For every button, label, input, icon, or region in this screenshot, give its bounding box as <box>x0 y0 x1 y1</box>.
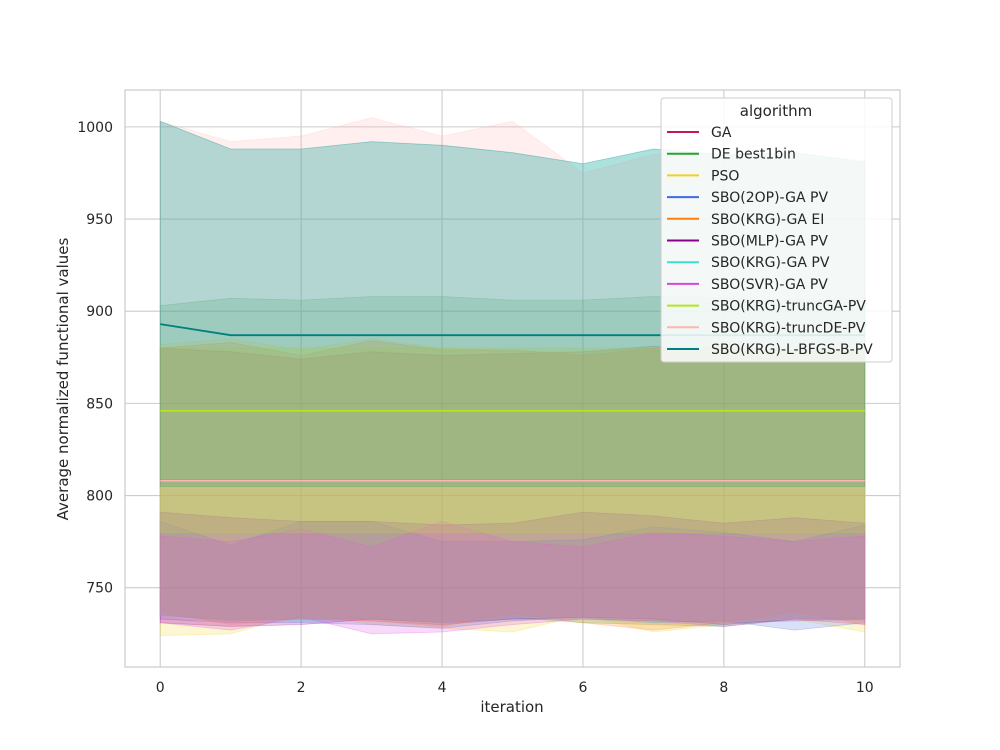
x-tick-label: 8 <box>719 680 728 696</box>
y-tick-label: 1000 <box>77 120 113 136</box>
legend-label: SBO(KRG)-GA EI <box>711 212 824 228</box>
series-lines <box>160 323 865 482</box>
confidence-band <box>159 347 866 533</box>
confidence-band <box>159 520 866 635</box>
legend-label: SBO(KRG)-L-BFGS-B-PV <box>711 342 873 358</box>
confidence-band <box>159 520 866 631</box>
confidence-band <box>159 338 866 637</box>
legend-label: SBO(KRG)-truncDE-PV <box>711 320 866 336</box>
x-tick-label: 2 <box>297 680 306 696</box>
legend-label: SBO(KRG)-truncGA-PV <box>711 299 866 315</box>
x-tick-label: 10 <box>856 680 874 696</box>
legend-label: SBO(2OP)-GA PV <box>711 190 828 206</box>
y-axis-label: Average normalized functional values <box>54 237 72 520</box>
confidence-bands <box>159 117 866 637</box>
x-tick-label: 4 <box>438 680 447 696</box>
legend-label: DE best1bin <box>711 147 796 163</box>
plot-frame <box>124 89 901 668</box>
tick-labels: 0 2 4 6 8 10 750 800 850 900 950 1000 <box>77 120 873 696</box>
confidence-band <box>159 511 866 627</box>
x-tick-label: 6 <box>578 680 587 696</box>
x-tick-label: 0 <box>156 680 165 696</box>
y-tick-label: 900 <box>86 304 113 320</box>
y-tick-label: 950 <box>86 212 113 228</box>
legend-items: GA DE best1bin PSO SBO(2OP)-GA PV SBO(KRG)-G… <box>667 125 873 358</box>
legend: algorithm GA DE best1bin PSO SBO(2OP)-GA PV… <box>660 97 893 363</box>
confidence-band <box>159 345 866 626</box>
confidence-band <box>159 296 866 627</box>
y-tick-label: 750 <box>86 581 113 597</box>
legend-box <box>660 97 893 363</box>
y-tick-label: 800 <box>86 489 113 505</box>
confidence-band <box>159 340 866 631</box>
y-tick-label: 850 <box>86 396 113 412</box>
x-axis-label: iteration <box>480 698 543 716</box>
legend-label: PSO <box>711 168 739 184</box>
legend-label: SBO(MLP)-GA PV <box>711 234 828 250</box>
legend-label: SBO(SVR)-GA PV <box>711 277 828 293</box>
legend-label: SBO(KRG)-GA PV <box>711 255 830 271</box>
legend-title: algorithm <box>740 102 812 120</box>
legend-label: GA <box>711 125 732 141</box>
